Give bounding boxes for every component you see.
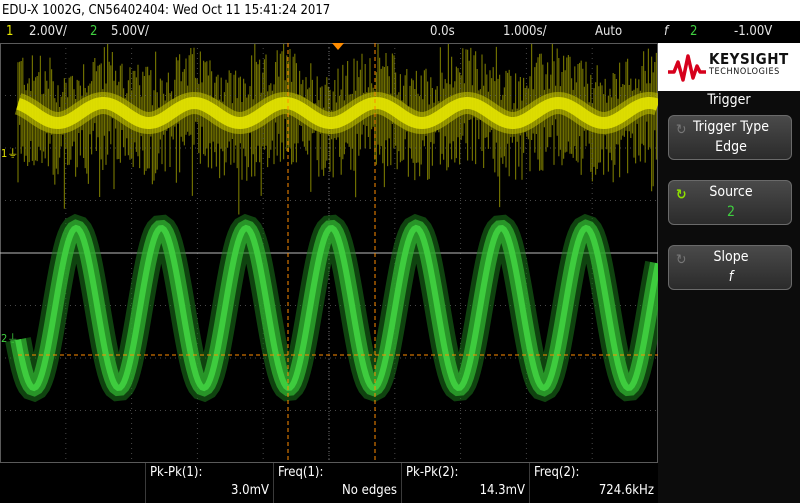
window-title: EDU-X 1002G, CN56402404: Wed Oct 11 15:4… <box>0 0 800 21</box>
waveform-svg <box>0 43 671 463</box>
measurement-pkpk-1[interactable]: Pk-Pk(1): 3.0mV <box>145 463 273 503</box>
logo-subtitle: TECHNOLOGIES <box>709 67 780 77</box>
channel-1-ground-marker[interactable]: 1⏚ <box>1 147 19 160</box>
measurement-bar: Pk-Pk(1): 3.0mV Freq(1): No edges Pk-Pk(… <box>0 463 658 503</box>
knob-icon: ↻ <box>676 122 687 138</box>
softkey-trigger-type[interactable]: ↻ Trigger Type Edge <box>668 115 792 160</box>
channel-2-waveform <box>5 213 671 403</box>
measurement-value: 3.0mV <box>231 483 269 498</box>
channel-1-scale[interactable]: 2.00V/ <box>29 24 67 39</box>
softkey-panel: KEYSIGHT TECHNOLOGIES Trigger ↻ Trigger … <box>658 43 800 503</box>
measurement-label: Freq(2): <box>534 465 580 480</box>
trigger-source[interactable]: 2 <box>690 24 698 39</box>
channel-2-band-core <box>15 224 661 392</box>
knob-icon: ↻ <box>676 252 687 268</box>
channel-1-number[interactable]: 1 <box>6 24 14 39</box>
measurement-label: Pk-Pk(2): <box>406 465 459 480</box>
measurement-value: 14.3mV <box>479 483 525 498</box>
softkey-source[interactable]: ↻ Source 2 <box>668 180 792 225</box>
channel-2-marker-label: 2 <box>1 332 8 345</box>
channel-1-band-inner <box>16 96 660 130</box>
trigger-position-icon <box>332 43 344 50</box>
softkey-label: Slope <box>713 249 749 265</box>
measurement-freq-2[interactable]: Freq(2): 724.6kHz <box>529 463 658 503</box>
slope-icon: f <box>728 269 734 285</box>
softkey-value: Edge <box>715 139 747 155</box>
keysight-logo: KEYSIGHT TECHNOLOGIES <box>658 43 800 91</box>
softkey-label: Trigger Type <box>693 119 769 135</box>
measurement-pkpk-2[interactable]: Pk-Pk(2): 14.3mV <box>401 463 529 503</box>
knob-icon: ↻ <box>676 187 687 203</box>
trigger-level[interactable]: -1.00V <box>734 24 773 39</box>
trigger-mode[interactable]: Auto <box>595 24 623 39</box>
reference-markers <box>18 43 658 463</box>
status-bar: 1 2.00V/ 2 5.00V/ 0.0s 1.000s/ Auto f 2 … <box>0 21 800 43</box>
time-per-division[interactable]: 1.000s/ <box>503 24 547 39</box>
channel-2-number[interactable]: 2 <box>90 24 98 39</box>
softkey-label: Source <box>709 184 753 200</box>
measurement-label: Freq(1): <box>278 465 324 480</box>
measurement-value: 724.6kHz <box>598 483 654 498</box>
trigger-slope-icon: f <box>664 24 669 39</box>
menu-title: Trigger <box>707 92 751 108</box>
logo-name: KEYSIGHT <box>709 50 789 68</box>
keysight-wave-icon <box>668 54 706 82</box>
measurement-value: No edges <box>342 483 397 498</box>
measurement-freq-1[interactable]: Freq(1): No edges <box>273 463 401 503</box>
softkey-slope[interactable]: ↻ Slope f <box>668 245 792 290</box>
channel-1-marker-label: 1 <box>1 147 8 160</box>
measurement-label: Pk-Pk(1): <box>150 465 203 480</box>
horizontal-position[interactable]: 0.0s <box>430 24 455 39</box>
channel-2-scale[interactable]: 5.00V/ <box>111 24 149 39</box>
waveform-display[interactable]: 1⏚ 2⏚ <box>0 43 671 463</box>
softkey-value: 2 <box>726 204 735 220</box>
channel-2-ground-marker[interactable]: 2⏚ <box>1 332 19 345</box>
channel-1-waveform <box>14 91 662 135</box>
